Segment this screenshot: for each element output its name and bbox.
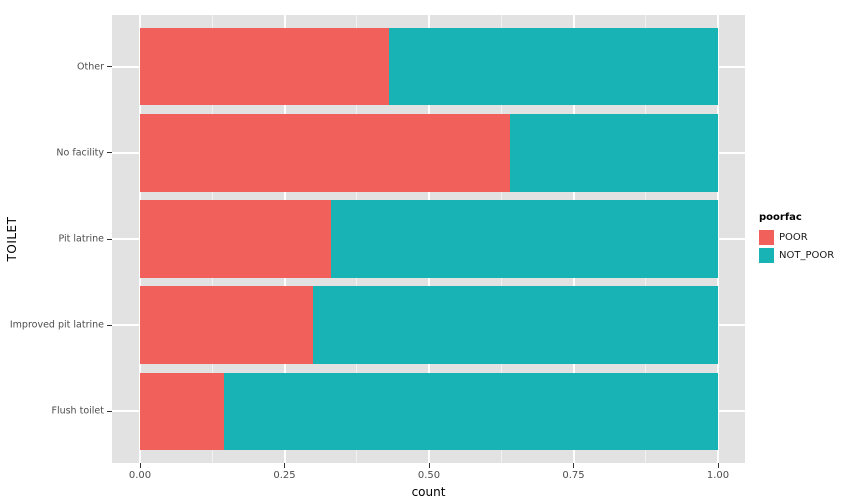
y-tick-label: Flush toilet (51, 405, 104, 417)
bar-segment-not_poor-4 (223, 372, 718, 451)
bar-segment-not_poor-0 (388, 27, 718, 106)
legend-label-not-poor: NOT_POOR (779, 249, 835, 261)
x-tick-label: 0.00 (128, 470, 152, 481)
y-tick-label: Improved pit latrine (9, 319, 104, 331)
x-tick-mark (284, 463, 285, 468)
y-tick-label: Pit latrine (58, 233, 104, 245)
x-tick-label: 0.50 (417, 470, 441, 481)
x-tick-mark (139, 463, 141, 468)
y-tick-mark (107, 238, 112, 240)
x-tick-label: 0.25 (273, 470, 296, 481)
bar-segment-poor-1 (140, 114, 510, 192)
x-tick-mark (573, 463, 574, 468)
y-tick-label: No facility (56, 147, 104, 159)
y-tick-mark (107, 66, 112, 68)
bar-segment-poor-4 (140, 372, 224, 451)
bar-segment-poor-3 (140, 286, 314, 364)
x-tick-mark (717, 463, 719, 468)
bar-segment-not_poor-3 (313, 286, 718, 364)
legend-item-poor: POOR (759, 228, 834, 246)
x-tick-label: 0.75 (562, 470, 585, 481)
y-tick-mark (107, 152, 112, 154)
bar-segment-not_poor-1 (509, 114, 718, 192)
legend-title: poorfac (759, 212, 802, 223)
y-tick-mark (107, 410, 112, 412)
legend-label-poor: POOR (779, 231, 808, 243)
legend: poorfac POOR NOT_POOR (759, 212, 834, 264)
legend-item-not-poor: NOT_POOR (759, 246, 834, 264)
x-tick-mark (428, 463, 430, 468)
plot-panel (112, 15, 745, 463)
legend-swatch-poor (759, 229, 774, 245)
y-tick-mark (107, 324, 112, 326)
bar-segment-not_poor-2 (330, 200, 718, 278)
bar-segment-poor-2 (140, 200, 331, 278)
x-tick-label: 1.00 (706, 470, 730, 481)
legend-swatch-not-poor (759, 247, 774, 263)
y-tick-label: Other (77, 61, 104, 73)
x-axis-title: count (411, 485, 446, 499)
bar-segment-poor-0 (140, 27, 389, 106)
